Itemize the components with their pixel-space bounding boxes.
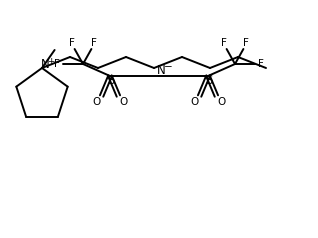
Text: O: O: [119, 97, 128, 107]
Text: F: F: [69, 38, 74, 48]
Text: O: O: [93, 97, 101, 107]
Text: +: +: [47, 56, 55, 65]
Text: S: S: [205, 74, 213, 88]
Text: N: N: [41, 59, 49, 71]
Text: S: S: [107, 74, 115, 88]
Text: −: −: [164, 62, 172, 72]
Text: O: O: [217, 97, 225, 107]
Text: F: F: [244, 38, 249, 48]
Text: F: F: [258, 59, 264, 69]
Text: F: F: [221, 38, 226, 48]
Text: N: N: [157, 64, 165, 78]
Text: F: F: [92, 38, 97, 48]
Text: O: O: [190, 97, 199, 107]
Text: F: F: [54, 59, 60, 69]
